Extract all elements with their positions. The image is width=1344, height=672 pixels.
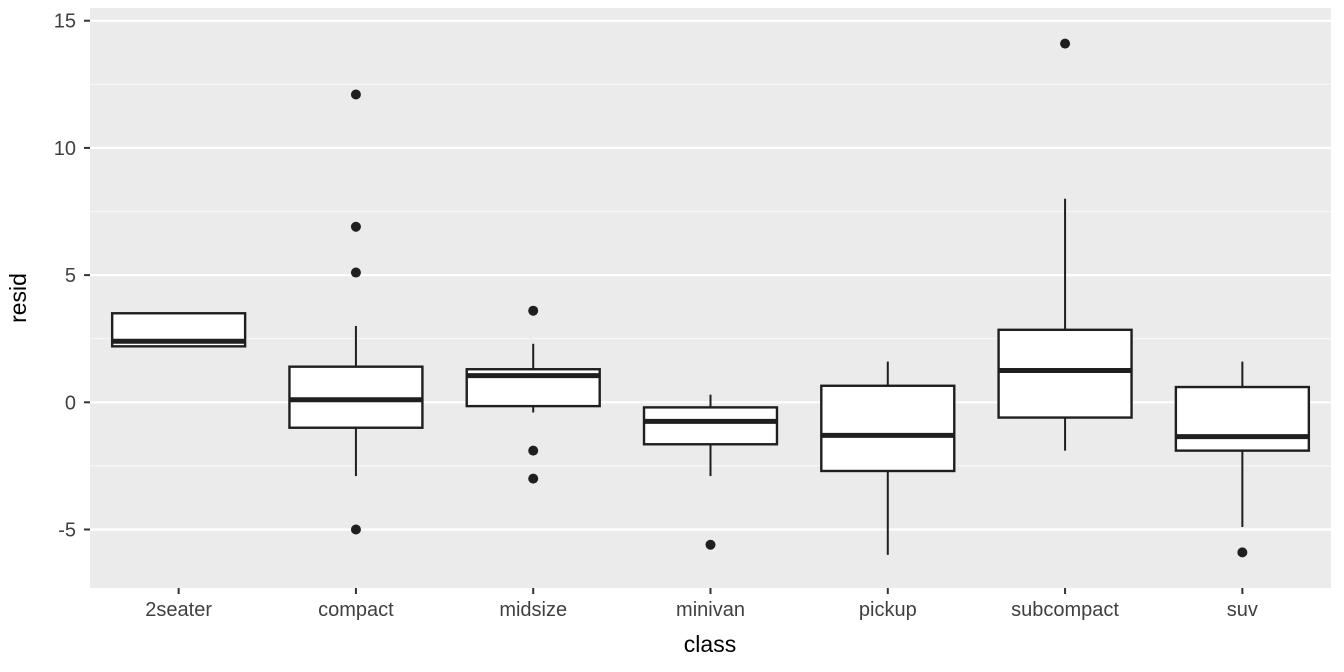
y-tick-label: 5 <box>65 265 76 287</box>
plot-panel <box>90 8 1331 588</box>
outlier-point <box>1060 38 1071 49</box>
outlier-point <box>528 305 539 316</box>
x-tick-label-minivan: minivan <box>676 599 745 621</box>
box-pickup <box>820 384 956 473</box>
x-tick-label-compact: compact <box>318 599 394 621</box>
x-axis-title: class <box>684 631 736 657</box>
x-tick-label-subcompact: subcompact <box>1011 599 1119 621</box>
outlier-point <box>350 89 361 100</box>
y-axis-title: resid <box>5 273 31 323</box>
outlier-point <box>350 221 361 232</box>
y-tick-label: 10 <box>54 138 76 160</box>
outlier-point <box>350 524 361 535</box>
outlier-point <box>705 539 716 550</box>
x-tick-label-pickup: pickup <box>859 599 917 621</box>
outlier-point <box>1237 547 1248 558</box>
box-minivan <box>642 406 779 446</box>
box-subcompact <box>997 328 1133 419</box>
y-tick-label: -5 <box>58 519 76 541</box>
box-compact <box>288 365 424 429</box>
y-tick-label: 15 <box>54 11 76 33</box>
y-tick-label: 0 <box>65 392 76 414</box>
outlier-point <box>528 445 539 456</box>
chart-generated-layer: 15 10 5 0 -5 2seater compact midsize minivan pick… <box>54 8 1331 621</box>
x-tick-label-suv: suv <box>1227 599 1258 621</box>
outlier-point <box>528 473 539 484</box>
box-suv <box>1174 385 1311 452</box>
x-tick-label-2seater: 2seater <box>145 599 212 621</box>
x-tick-label-midsize: midsize <box>499 599 567 621</box>
outlier-point <box>350 267 361 278</box>
